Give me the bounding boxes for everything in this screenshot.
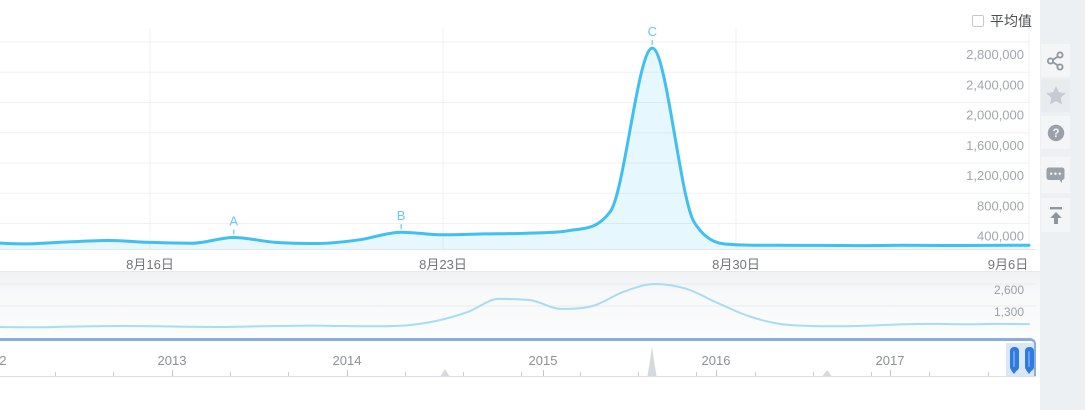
svg-text:2,000,000: 2,000,000 xyxy=(966,108,1024,123)
back-to-top-button[interactable] xyxy=(1041,198,1070,232)
svg-text:400,000: 400,000 xyxy=(977,229,1024,244)
feedback-comment-icon xyxy=(1046,167,1065,183)
svg-text:2,600: 2,600 xyxy=(994,283,1024,297)
axis-tick xyxy=(55,372,56,376)
axis-tick xyxy=(405,372,406,376)
svg-text:2,800,000: 2,800,000 xyxy=(966,47,1024,62)
help-button[interactable]: ? xyxy=(1041,116,1070,149)
date-label: 8月23日 xyxy=(419,257,467,272)
range-handle-right[interactable] xyxy=(1024,347,1034,374)
axis-tick xyxy=(638,372,639,376)
year-label-2015: 2015 xyxy=(528,353,558,368)
average-checkbox-label[interactable]: 平均值 xyxy=(990,13,1032,29)
axis-tick xyxy=(580,372,581,376)
overview-plot: 1,300 2,600 xyxy=(0,282,1036,329)
axis-tick xyxy=(929,372,930,376)
annotation-marker-C[interactable]: C xyxy=(648,24,657,39)
axis-tick xyxy=(521,372,522,376)
axis-tick xyxy=(230,372,231,376)
svg-text:?: ? xyxy=(1052,128,1059,140)
axis-tick xyxy=(871,372,872,376)
back-to-top-icon xyxy=(1049,206,1062,224)
time-navigator[interactable]: 2012 2013 2014 2015 2016 2017 xyxy=(0,338,1036,377)
help-question-icon: ? xyxy=(1047,124,1064,141)
year-label-2012: 2012 xyxy=(0,353,7,368)
share-button[interactable] xyxy=(1041,44,1070,77)
range-handle-left[interactable] xyxy=(1009,347,1019,374)
date-label: 8月30日 xyxy=(712,257,760,272)
year-tick xyxy=(543,370,544,376)
event-spike-markers xyxy=(440,347,832,376)
year-tick xyxy=(890,370,891,376)
year-label-2016: 2016 xyxy=(701,353,731,368)
year-tick xyxy=(172,370,173,376)
daily-trend-chart[interactable]: 400,000 800,000 1,200,000 1,600,000 2,000,00… xyxy=(0,0,1040,254)
date-label: 9月6日 xyxy=(987,257,1029,272)
date-label: 8月16日 xyxy=(126,257,174,272)
axis-tick xyxy=(813,372,814,376)
svg-text:1,300: 1,300 xyxy=(994,305,1024,319)
legend: 平均值 xyxy=(972,11,1032,31)
axis-tick xyxy=(463,372,464,376)
svg-text:2,400,000: 2,400,000 xyxy=(966,77,1024,92)
average-checkbox[interactable] xyxy=(972,15,984,27)
axis-tick xyxy=(696,372,697,376)
axis-tick xyxy=(988,372,989,376)
x-axis-date-labels: 8月16日 8月23日 8月30日 9月6日 xyxy=(0,250,1040,272)
annotation-marker-A[interactable]: A xyxy=(229,213,238,228)
overview-chart[interactable]: 1,300 2,600 xyxy=(0,271,1040,338)
svg-text:1,200,000: 1,200,000 xyxy=(966,168,1024,183)
favorite-button[interactable] xyxy=(1041,79,1070,112)
axis-tick xyxy=(113,372,114,376)
year-label-2014: 2014 xyxy=(332,353,362,368)
year-label-2013: 2013 xyxy=(157,353,187,368)
svg-text:1,600,000: 1,600,000 xyxy=(966,138,1024,153)
navigator-axis xyxy=(0,376,1036,377)
year-tick xyxy=(347,370,348,376)
axis-tick xyxy=(288,372,289,376)
favorite-star-icon xyxy=(1045,86,1066,105)
feedback-button[interactable] xyxy=(1041,157,1070,193)
year-tick xyxy=(716,370,717,376)
svg-text:800,000: 800,000 xyxy=(977,198,1024,213)
axis-tick xyxy=(755,372,756,376)
daily-trend-plot[interactable]: 400,000 800,000 1,200,000 1,600,000 2,000,00… xyxy=(0,0,1040,254)
year-label-2017: 2017 xyxy=(875,353,905,368)
share-icon xyxy=(1047,51,1064,70)
annotation-marker-B[interactable]: B xyxy=(397,208,406,223)
